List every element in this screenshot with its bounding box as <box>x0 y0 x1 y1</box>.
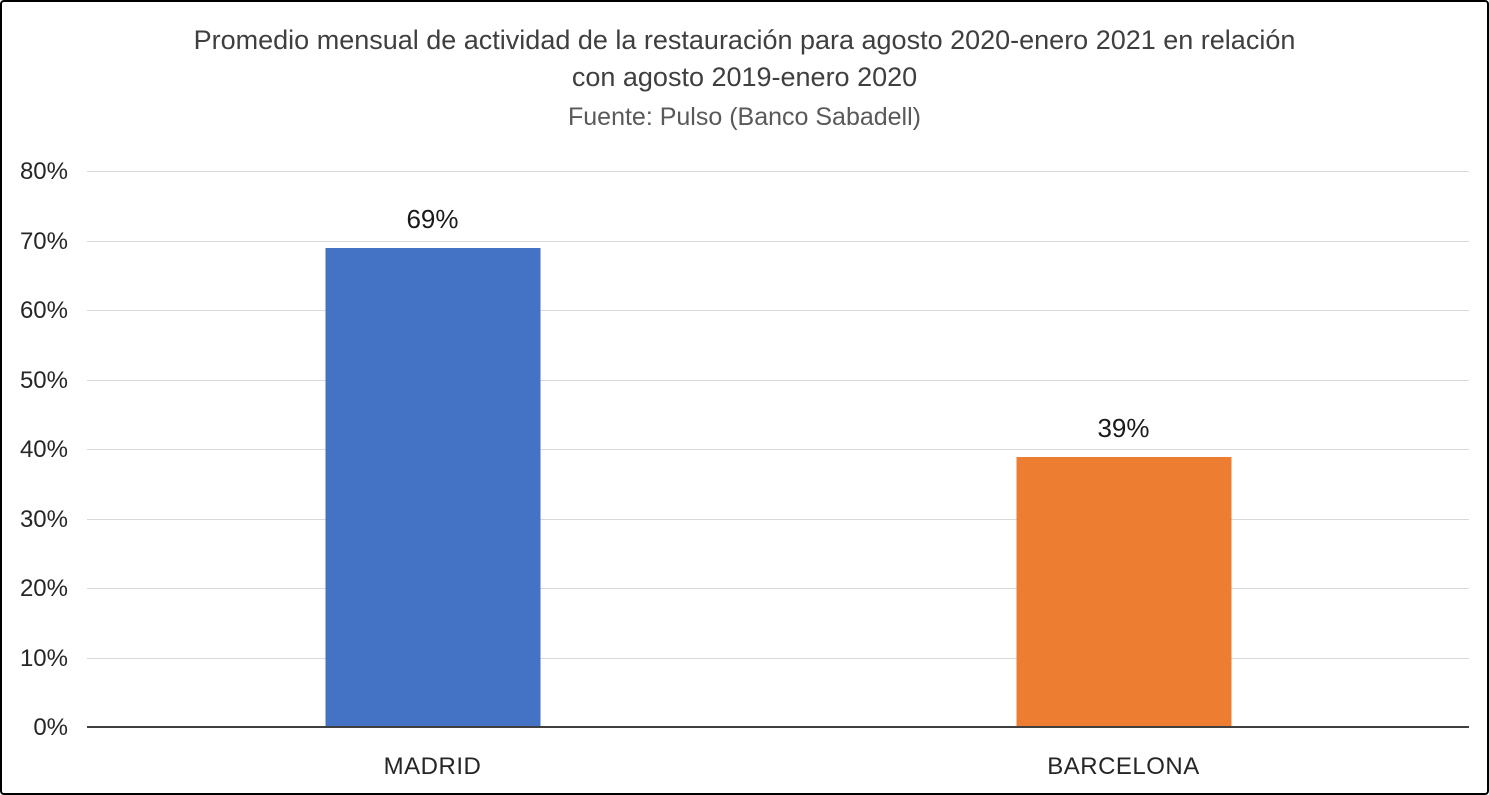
chart-title: Promedio mensual de actividad de la rest… <box>193 25 1296 92</box>
bar-madrid <box>325 248 540 728</box>
bars-container: 69% 39% <box>87 172 1469 728</box>
bar-barcelona <box>1016 456 1231 728</box>
y-tick-label: 50% <box>19 366 68 394</box>
x-axis: MADRID BARCELONA <box>87 753 1469 781</box>
y-axis: 0% 10% 20% 30% 40% 50% 60% 70% 80% <box>2 158 74 741</box>
x-axis-label-barcelona: BARCELONA <box>1047 753 1200 780</box>
bar-slot-madrid: 69% <box>87 172 778 728</box>
y-tick-label: 30% <box>19 505 68 533</box>
x-axis-line <box>87 726 1469 728</box>
y-tick-label: 10% <box>19 644 68 672</box>
bar-slot-barcelona: 39% <box>778 172 1469 728</box>
y-tick-label: 20% <box>19 575 68 602</box>
y-tick-label: 40% <box>19 436 68 463</box>
x-axis-label-madrid: MADRID <box>383 753 482 780</box>
gridline <box>87 518 1469 520</box>
gridline <box>87 240 1469 242</box>
plot-area: 69% 39% <box>87 171 1469 728</box>
y-tick-label: 80% <box>19 158 68 185</box>
gridline <box>87 171 1469 172</box>
y-tick-label: 60% <box>19 297 68 324</box>
gridline <box>87 588 1469 589</box>
chart-header: Promedio mensual de actividad de la rest… <box>2 22 1487 132</box>
data-label-barcelona: 39% <box>1097 412 1150 443</box>
gridline <box>87 310 1469 311</box>
gridline <box>87 379 1469 381</box>
data-label-madrid: 69% <box>406 204 459 235</box>
gridline <box>87 657 1469 659</box>
y-tick-label: 70% <box>19 227 68 255</box>
y-tick-label: 0% <box>33 714 68 741</box>
gridline <box>87 449 1469 450</box>
chart-subtitle: Fuente: Pulso (Banco Sabadell) <box>568 103 921 131</box>
